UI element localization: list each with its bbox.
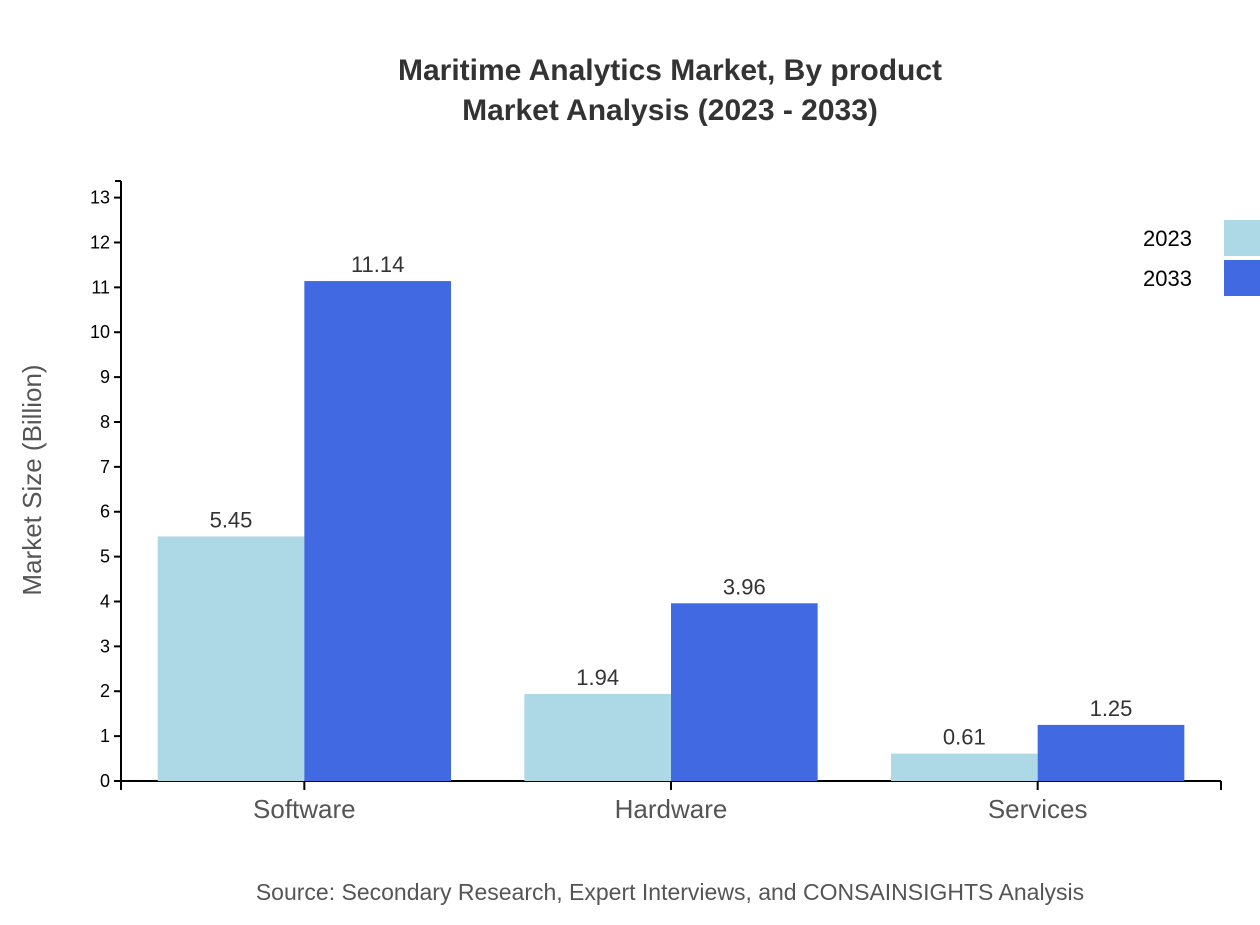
y-tick-label: 11 (91, 277, 110, 297)
legend-label: 2023 (1143, 226, 1192, 251)
data-label: 1.25 (1090, 696, 1133, 721)
legend-swatch-2033 (1224, 260, 1260, 296)
bar-2023-software (157, 536, 305, 781)
y-tick-label: 8 (100, 412, 110, 432)
bar-2023-services (891, 753, 1038, 781)
chart-subtitle: Market Analysis (2023 - 2033) (462, 94, 878, 127)
x-tick-label: Services (988, 794, 1088, 824)
y-tick-label: 0 (100, 771, 110, 791)
y-tick-label: 12 (90, 232, 110, 252)
data-label: 3.96 (723, 574, 766, 599)
y-tick-label: 7 (100, 457, 110, 477)
y-tick-label: 6 (100, 502, 110, 522)
bar-2023-hardware (524, 693, 671, 781)
data-label: 5.45 (210, 507, 253, 532)
legend-label: 2033 (1143, 266, 1192, 291)
bar-2033-software (304, 281, 451, 781)
source-note: Source: Secondary Research, Expert Inter… (256, 879, 1084, 905)
y-tick-label: 4 (100, 591, 110, 611)
bar-2033-services (1037, 724, 1185, 781)
y-tick-label: 1 (100, 726, 110, 746)
y-tick-label: 13 (90, 188, 110, 208)
bar-2033-hardware (671, 603, 818, 781)
y-tick-label: 10 (90, 322, 110, 342)
y-tick-label: 3 (100, 636, 110, 656)
y-tick-label: 2 (100, 681, 110, 701)
data-label: 0.61 (943, 725, 986, 750)
x-tick-label: Hardware (615, 794, 728, 824)
data-label: 1.94 (576, 665, 619, 690)
legend-swatch-2023 (1224, 220, 1260, 256)
data-label: 11.14 (351, 252, 404, 277)
y-axis-label: Market Size (Billion) (17, 364, 47, 595)
x-tick-label: Software (253, 794, 356, 824)
chart-title: Maritime Analytics Market, By product (398, 54, 942, 87)
y-tick-label: 9 (100, 367, 110, 387)
y-tick-label: 5 (100, 547, 110, 567)
